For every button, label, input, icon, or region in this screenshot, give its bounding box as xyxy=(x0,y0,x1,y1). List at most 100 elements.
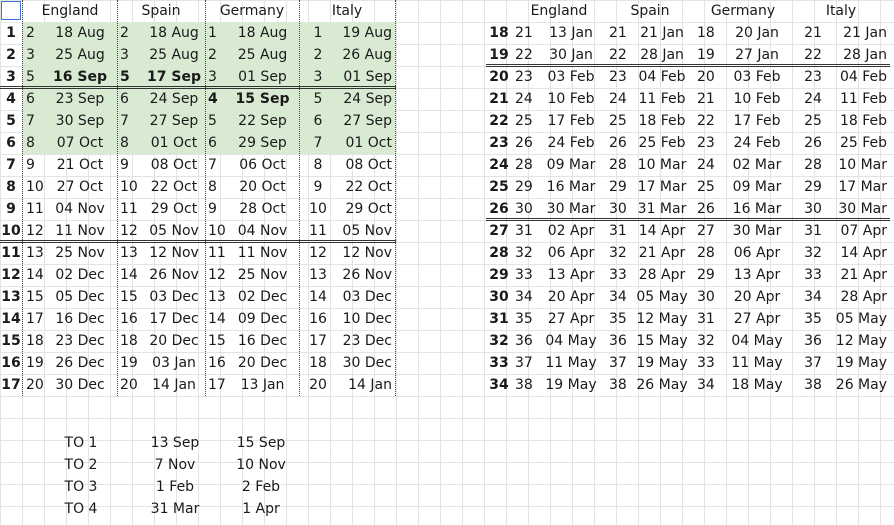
germany-date[interactable]: 24 Feb xyxy=(733,135,781,151)
germany-date[interactable]: 18 Aug xyxy=(237,25,288,41)
england-number[interactable]: 30 xyxy=(515,201,533,217)
italy-date[interactable]: 01 Oct xyxy=(345,135,392,151)
spain-date[interactable]: 26 Nov xyxy=(149,267,199,283)
germany-number[interactable]: 3 xyxy=(208,69,217,85)
england-date[interactable]: 04 May xyxy=(545,333,597,349)
germany-date[interactable]: 16 Dec xyxy=(237,333,288,349)
spain-number[interactable]: 8 xyxy=(120,135,129,151)
germany-date[interactable]: 20 Apr xyxy=(733,289,781,305)
italy-number[interactable]: 22 xyxy=(804,47,822,63)
spain-date[interactable]: 25 Feb xyxy=(638,135,686,151)
italy-number[interactable]: 14 xyxy=(309,289,327,305)
total-date-b[interactable]: 2 Feb xyxy=(241,479,281,495)
italy-date[interactable]: 19 May xyxy=(835,355,887,371)
total-date-a[interactable]: 1 Feb xyxy=(155,479,195,495)
england-number[interactable]: 7 xyxy=(26,113,35,129)
germany-date[interactable]: 29 Sep xyxy=(238,135,287,151)
spain-number[interactable]: 12 xyxy=(120,223,138,239)
england-date[interactable]: 30 Jan xyxy=(549,47,593,63)
italy-date[interactable]: 23 Dec xyxy=(342,333,392,349)
italy-date[interactable]: 26 Nov xyxy=(342,267,392,283)
spain-number[interactable]: 15 xyxy=(120,289,138,305)
germany-number[interactable]: 25 xyxy=(697,179,715,195)
italy-number[interactable]: 36 xyxy=(804,333,822,349)
england-date[interactable]: 02 Apr xyxy=(547,223,595,239)
england-number[interactable]: 28 xyxy=(515,157,533,173)
germany-date[interactable]: 25 Aug xyxy=(237,47,288,63)
italy-date[interactable]: 28 Jan xyxy=(843,47,887,63)
total-date-b[interactable]: 1 Apr xyxy=(242,501,280,517)
england-date[interactable]: 27 Apr xyxy=(547,311,595,327)
spain-number[interactable]: 11 xyxy=(120,201,138,217)
england-date[interactable]: 27 Oct xyxy=(56,179,104,195)
italy-date[interactable]: 14 Apr xyxy=(840,245,887,261)
england-date[interactable]: 18 Aug xyxy=(55,25,105,41)
england-number[interactable]: 35 xyxy=(515,311,533,327)
italy-date[interactable]: 17 Mar xyxy=(838,179,887,195)
germany-date[interactable]: 06 Oct xyxy=(239,157,286,173)
spain-date[interactable]: 22 Oct xyxy=(150,179,198,195)
italy-date[interactable]: 28 Apr xyxy=(840,289,887,305)
germany-date[interactable]: 06 Apr xyxy=(733,245,781,261)
total-label[interactable]: TO 3 xyxy=(64,479,98,495)
italy-number[interactable]: 38 xyxy=(804,377,822,393)
germany-date[interactable]: 18 May xyxy=(731,377,783,393)
england-number[interactable]: 12 xyxy=(26,223,44,239)
spain-date[interactable]: 28 Apr xyxy=(638,267,686,283)
england-number[interactable]: 6 xyxy=(26,91,35,107)
spain-number[interactable]: 25 xyxy=(609,113,627,129)
italy-date[interactable]: 19 Aug xyxy=(342,25,392,41)
germany-date[interactable]: 20 Oct xyxy=(239,179,286,195)
germany-number[interactable]: 15 xyxy=(208,333,226,349)
england-date[interactable]: 16 Dec xyxy=(55,311,105,327)
spain-date[interactable]: 17 Mar xyxy=(637,179,687,195)
germany-date[interactable]: 20 Jan xyxy=(735,25,779,41)
spain-number[interactable]: 37 xyxy=(609,355,627,371)
england-date[interactable]: 30 Mar xyxy=(546,201,596,217)
germany-date[interactable]: 09 Mar xyxy=(732,179,782,195)
italy-date[interactable]: 30 Dec xyxy=(342,355,392,371)
germany-date[interactable]: 25 Nov xyxy=(237,267,288,283)
germany-number[interactable]: 10 xyxy=(208,223,226,239)
germany-number[interactable]: 21 xyxy=(697,91,715,107)
italy-date[interactable]: 12 May xyxy=(835,333,887,349)
england-number[interactable]: 26 xyxy=(515,135,533,151)
germany-date[interactable]: 11 Nov xyxy=(237,245,288,261)
spain-number[interactable]: 10 xyxy=(120,179,138,195)
germany-date[interactable]: 04 Nov xyxy=(237,223,288,239)
germany-number[interactable]: 1 xyxy=(208,25,217,41)
italy-date[interactable]: 04 Feb xyxy=(839,69,887,85)
england-number[interactable]: 14 xyxy=(26,267,44,283)
germany-date[interactable]: 15 Sep xyxy=(235,91,290,107)
england-number[interactable]: 32 xyxy=(515,245,533,261)
spain-number[interactable]: 24 xyxy=(609,91,627,107)
england-number[interactable]: 29 xyxy=(515,179,533,195)
italy-date[interactable]: 14 Jan xyxy=(348,377,392,393)
england-number[interactable]: 22 xyxy=(515,47,533,63)
italy-date[interactable]: 10 Dec xyxy=(342,311,392,327)
england-date[interactable]: 06 Apr xyxy=(547,245,595,261)
germany-number[interactable]: 2 xyxy=(208,47,217,63)
italy-number[interactable]: 31 xyxy=(804,223,822,239)
spain-number[interactable]: 13 xyxy=(120,245,138,261)
italy-date[interactable]: 11 Feb xyxy=(839,91,887,107)
england-date[interactable]: 07 Oct xyxy=(56,135,104,151)
spain-number[interactable]: 22 xyxy=(609,47,627,63)
italy-date[interactable]: 26 Aug xyxy=(342,47,392,63)
germany-number[interactable]: 29 xyxy=(697,267,715,283)
germany-number[interactable]: 32 xyxy=(697,333,715,349)
germany-date[interactable]: 30 Mar xyxy=(732,223,782,239)
italy-number[interactable]: 12 xyxy=(309,245,327,261)
germany-number[interactable]: 13 xyxy=(208,289,226,305)
germany-date[interactable]: 10 Feb xyxy=(733,91,781,107)
england-date[interactable]: 05 Dec xyxy=(55,289,105,305)
spain-date[interactable]: 05 May xyxy=(636,289,688,305)
spain-date[interactable]: 25 Aug xyxy=(149,47,199,63)
italy-date[interactable]: 05 Nov xyxy=(342,223,392,239)
spain-date[interactable]: 21 Jan xyxy=(640,25,684,41)
england-number[interactable]: 5 xyxy=(26,69,35,85)
germany-number[interactable]: 19 xyxy=(697,47,715,63)
germany-date[interactable]: 01 Sep xyxy=(238,69,287,85)
spain-number[interactable]: 33 xyxy=(609,267,627,283)
italy-date[interactable]: 10 Mar xyxy=(838,157,887,173)
